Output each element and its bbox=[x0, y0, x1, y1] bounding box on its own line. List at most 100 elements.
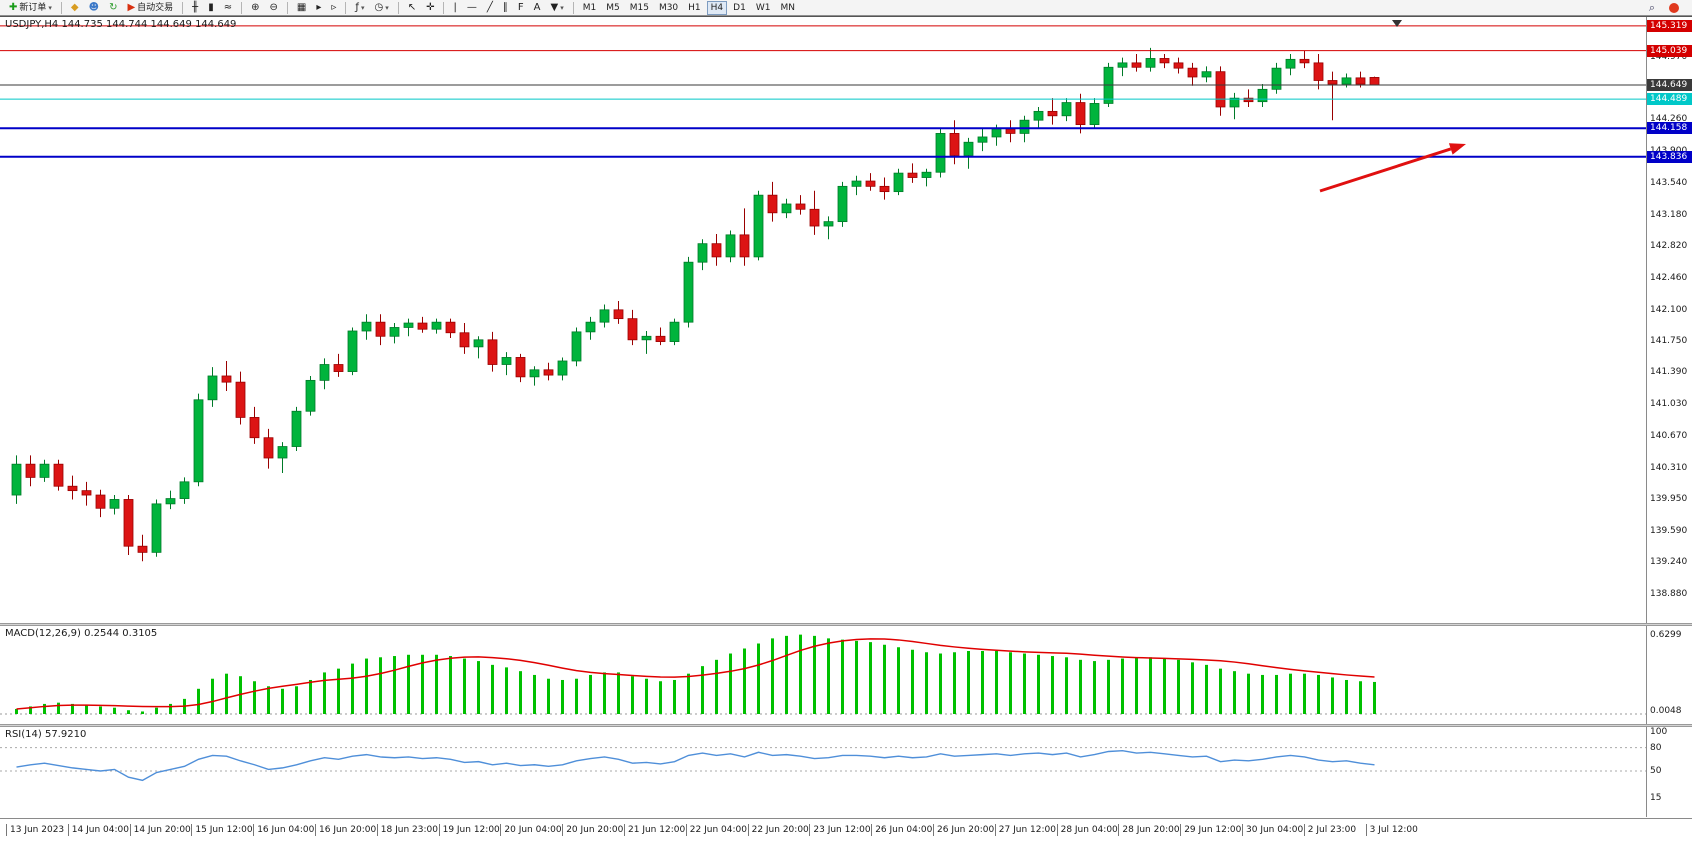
text-button[interactable]: A bbox=[530, 1, 545, 15]
rsi-axis[interactable]: 100 80 50 15 bbox=[1646, 727, 1692, 817]
time-label: 28 Jun 04:00 bbox=[1056, 824, 1118, 836]
candle-body bbox=[123, 499, 134, 547]
macd-caption: MACD(12,26,9) 0.2544 0.3105 bbox=[5, 628, 158, 639]
search-button[interactable]: ⌕ bbox=[1645, 1, 1659, 15]
new-order-label: 新订单 bbox=[19, 2, 47, 13]
chevron-down-icon: ▾ bbox=[48, 3, 52, 12]
tf-mn-button[interactable]: MN bbox=[776, 1, 799, 15]
crosshair-button[interactable]: ✛ bbox=[422, 1, 438, 15]
zoom-in-button[interactable]: ⊕ bbox=[247, 1, 263, 15]
macd-canvas bbox=[0, 634, 1646, 715]
tf-m5-button[interactable]: M5 bbox=[602, 1, 624, 15]
line-chart-button[interactable]: ≈ bbox=[220, 1, 236, 15]
arrow-shaft[interactable] bbox=[1319, 147, 1452, 193]
trendline-button[interactable]: ╱ bbox=[483, 1, 497, 15]
tf-w1-button[interactable]: W1 bbox=[752, 1, 775, 15]
chart-window: USDJPY,H4 144.735 144.744 144.649 144.64… bbox=[0, 16, 1692, 841]
macd-axis-min: 0.0048 bbox=[1650, 706, 1682, 716]
tf-d1-button[interactable]: D1 bbox=[729, 1, 750, 15]
macd-axis[interactable]: 0.6299 0.0048 bbox=[1646, 626, 1692, 724]
panel-splitter[interactable] bbox=[0, 724, 1692, 727]
candle-body bbox=[81, 490, 92, 496]
new-order-icon: ✚ bbox=[9, 1, 18, 13]
candles-layer bbox=[11, 47, 1380, 562]
candle-body bbox=[235, 381, 246, 418]
candle-body bbox=[725, 234, 736, 258]
price-tick: 144.970 bbox=[1650, 51, 1688, 62]
price-axis[interactable]: 144.970144.620144.260143.900143.540143.1… bbox=[1646, 17, 1692, 623]
bar-chart-button[interactable]: ╫ bbox=[188, 1, 202, 15]
zoom-out-button[interactable]: ⊖ bbox=[266, 1, 282, 15]
new-order-button[interactable]: ✚ 新订单 ▾ bbox=[5, 1, 56, 15]
arrow-annotation[interactable] bbox=[1319, 143, 1466, 193]
candle-body bbox=[291, 410, 302, 447]
candle-body bbox=[389, 327, 400, 337]
toolbar-right: ⌕ bbox=[1644, 1, 1688, 15]
tf-m15-label: M15 bbox=[629, 2, 649, 13]
candle-body bbox=[753, 194, 764, 258]
periods-button[interactable]: ◷ ▾ bbox=[370, 1, 392, 15]
tf-m30-button[interactable]: M30 bbox=[655, 1, 682, 15]
auto-scroll-button[interactable]: ▸ bbox=[312, 1, 325, 15]
candlestick-chart-button[interactable]: ▮ bbox=[204, 1, 218, 15]
candle-body bbox=[193, 399, 204, 483]
candle-body bbox=[305, 379, 316, 412]
chart-shift-marker[interactable] bbox=[1392, 20, 1402, 27]
refresh-button[interactable]: ↻ bbox=[105, 1, 121, 15]
candle-body bbox=[613, 309, 624, 320]
price-tick: 139.590 bbox=[1650, 526, 1688, 537]
candle-body bbox=[1075, 102, 1086, 126]
channel-icon: ∥ bbox=[502, 1, 508, 13]
price-tick: 142.100 bbox=[1650, 304, 1688, 315]
panel-splitter[interactable] bbox=[0, 623, 1692, 626]
candle-body bbox=[249, 417, 260, 439]
candle-body bbox=[1215, 71, 1226, 108]
candle-body bbox=[1061, 102, 1072, 117]
main-chart-canvas[interactable] bbox=[0, 17, 1646, 623]
chart-shift-button[interactable]: ▹ bbox=[327, 1, 340, 15]
cursor-button[interactable]: ↖ bbox=[404, 1, 420, 15]
cursor-icon: ↖ bbox=[407, 1, 417, 13]
main-chart-panel[interactable]: USDJPY,H4 144.735 144.744 144.649 144.64… bbox=[0, 17, 1692, 623]
price-tick: 142.460 bbox=[1650, 273, 1688, 284]
candle-body bbox=[1201, 71, 1212, 78]
time-label: 28 Jun 20:00 bbox=[1118, 824, 1180, 836]
time-label: 16 Jun 04:00 bbox=[253, 824, 314, 836]
profile-button[interactable]: ☻ bbox=[85, 1, 103, 15]
price-line-label: 144.649 bbox=[1647, 79, 1692, 91]
toolbar-separator bbox=[572, 1, 574, 14]
horizontal-line-button[interactable]: — bbox=[463, 1, 481, 15]
candle-body bbox=[1159, 58, 1170, 64]
vertical-line-button[interactable]: | bbox=[449, 1, 460, 15]
chevron-down-icon: ▾ bbox=[360, 3, 365, 12]
candle-body bbox=[907, 172, 918, 178]
tile-windows-button[interactable]: ▦ bbox=[293, 1, 310, 15]
candle-body bbox=[529, 369, 540, 378]
chart-title: USDJPY,H4 144.735 144.744 144.649 144.64… bbox=[5, 19, 237, 30]
candle-body bbox=[543, 369, 554, 376]
arrows-button[interactable]: ▼ ▾ bbox=[547, 1, 568, 15]
tf-m1-button[interactable]: M1 bbox=[579, 1, 601, 15]
tf-h1-button[interactable]: H1 bbox=[684, 1, 705, 15]
time-axis[interactable]: 13 Jun 2023 14 Jun 04:00 14 Jun 20:00 15 Ju… bbox=[0, 818, 1692, 841]
user-avatar-button[interactable] bbox=[1665, 1, 1683, 15]
tf-h4-button[interactable]: H4 bbox=[706, 0, 728, 15]
candle-body bbox=[1019, 119, 1030, 134]
alarm-button[interactable]: ◆ bbox=[67, 1, 83, 15]
channel-button[interactable]: ∥ bbox=[499, 1, 512, 15]
arrow-head[interactable] bbox=[1448, 143, 1466, 155]
candle-body bbox=[641, 335, 652, 341]
candle-body bbox=[375, 321, 386, 337]
rsi-panel[interactable]: RSI(14) 57.9210 100 80 50 15 bbox=[0, 727, 1692, 817]
autotrading-button[interactable]: ▶ 自动交易 bbox=[123, 1, 177, 15]
macd-panel[interactable]: MACD(12,26,9) 0.2544 0.3105 0.6299 0.004… bbox=[0, 626, 1692, 724]
candle-body bbox=[669, 321, 680, 342]
indicators-button[interactable]: ƒ ▾ bbox=[351, 1, 368, 15]
toolbar-separator bbox=[182, 1, 184, 14]
bar-chart-icon: ╫ bbox=[192, 1, 199, 13]
time-label: 20 Jun 04:00 bbox=[500, 824, 562, 836]
price-line-label: 144.489 bbox=[1647, 93, 1692, 106]
fibonacci-button[interactable]: F bbox=[514, 1, 528, 15]
tf-m15-button[interactable]: M15 bbox=[626, 1, 653, 15]
time-label: 23 Jun 12:00 bbox=[809, 824, 871, 836]
